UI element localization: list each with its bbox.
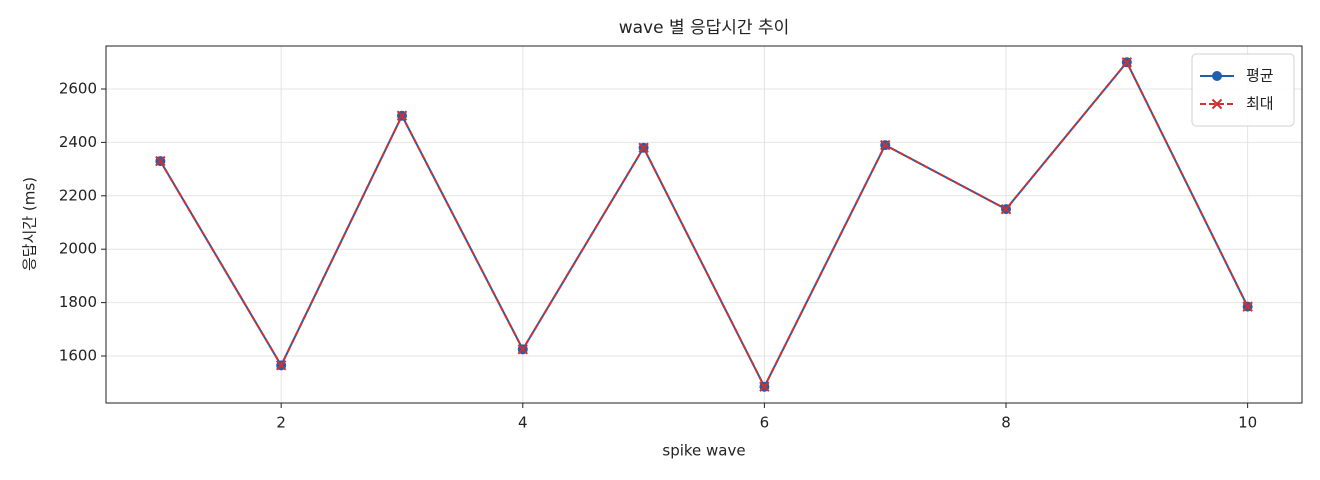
y-tick-label: 1600 xyxy=(59,347,97,365)
legend-marker xyxy=(1211,98,1223,110)
point xyxy=(759,381,770,392)
y-tick-label: 2200 xyxy=(59,186,97,204)
plot-frame xyxy=(105,45,1303,404)
series-line xyxy=(159,60,1249,389)
point xyxy=(638,142,649,153)
y-axis-label: 응답시간 (ms) xyxy=(21,177,39,271)
x-tick-label: 6 xyxy=(760,414,770,432)
legend-marker xyxy=(1212,71,1222,81)
x-tick-label: 2 xyxy=(276,414,286,432)
legend-label: 최대 xyxy=(1246,95,1274,113)
series-line xyxy=(159,60,1249,389)
x-tick-label: 10 xyxy=(1238,414,1257,432)
point xyxy=(1121,57,1133,68)
x-tick-label: 8 xyxy=(1001,414,1011,432)
y-tick-label: 2000 xyxy=(59,240,97,258)
point xyxy=(517,344,528,355)
chart-title: wave 별 응답시간 추이 xyxy=(619,18,790,38)
point xyxy=(275,360,287,371)
point xyxy=(880,139,891,151)
x-axis-label: spike wave xyxy=(662,442,745,460)
x-tick-label: 4 xyxy=(518,414,528,432)
y-tick-label: 2400 xyxy=(59,133,97,151)
point xyxy=(1242,301,1253,312)
point xyxy=(1000,203,1012,215)
legend-label: 평균 xyxy=(1246,67,1274,85)
y-tick-label: 2600 xyxy=(59,79,97,97)
point xyxy=(396,110,408,121)
legend-box xyxy=(1191,53,1295,127)
point xyxy=(155,155,166,167)
y-tick-label: 1800 xyxy=(59,293,97,311)
